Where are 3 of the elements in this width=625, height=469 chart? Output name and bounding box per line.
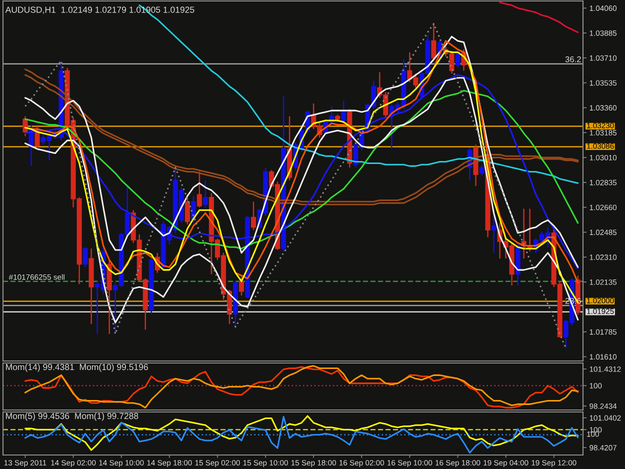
chart-title: Mom(14) 99.4381 Mom(10) 99.5196	[6, 364, 148, 372]
chart-title: Mom(5) 99.4536 Mom(1) 99.7288	[6, 412, 138, 421]
annotation: 36.2	[565, 56, 581, 62]
